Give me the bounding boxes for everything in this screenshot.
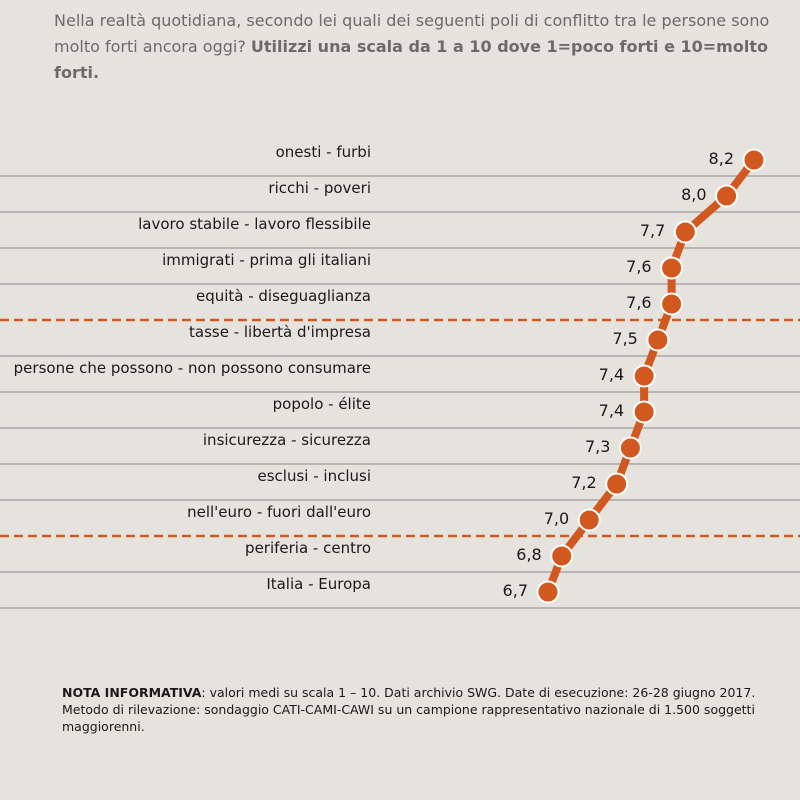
data-point bbox=[536, 580, 560, 604]
data-point bbox=[660, 292, 684, 316]
data-point bbox=[715, 184, 739, 208]
category-label: insicurezza - sicurezza bbox=[203, 431, 371, 449]
data-label: 6,8 bbox=[516, 545, 541, 564]
data-point bbox=[646, 328, 670, 352]
question-scale-note: Utilizzi una scala da 1 a 10 dove 1=poco… bbox=[54, 37, 768, 82]
data-point bbox=[605, 472, 629, 496]
data-point bbox=[632, 400, 656, 424]
category-label: popolo - élite bbox=[273, 395, 371, 413]
data-label: 7,6 bbox=[626, 257, 651, 276]
data-label: 7,7 bbox=[640, 221, 665, 240]
category-label: ricchi - poveri bbox=[268, 179, 371, 197]
category-label: Italia - Europa bbox=[266, 575, 371, 593]
chart-question: Nella realtà quotidiana, secondo lei qua… bbox=[54, 8, 794, 86]
data-point bbox=[673, 220, 697, 244]
category-label: equità - diseguaglianza bbox=[196, 287, 371, 305]
data-label: 7,0 bbox=[544, 509, 569, 528]
data-point bbox=[618, 436, 642, 460]
category-label: immigrati - prima gli italiani bbox=[162, 251, 371, 269]
data-label: 7,5 bbox=[612, 329, 637, 348]
data-label: 7,4 bbox=[599, 401, 624, 420]
data-point bbox=[660, 256, 684, 280]
category-label: lavoro stabile - lavoro flessibile bbox=[138, 215, 371, 233]
data-label: 8,0 bbox=[681, 185, 706, 204]
category-label: nell'euro - fuori dall'euro bbox=[187, 503, 371, 521]
data-label: 7,3 bbox=[585, 437, 610, 456]
category-label: onesti - furbi bbox=[276, 143, 371, 161]
category-label: tasse - libertà d'impresa bbox=[189, 323, 371, 341]
category-label: esclusi - inclusi bbox=[258, 467, 371, 485]
info-note: NOTA INFORMATIVA: valori medi su scala 1… bbox=[62, 684, 762, 735]
question-text: Nella realtà quotidiana, secondo lei qua… bbox=[54, 11, 770, 56]
data-point bbox=[550, 544, 574, 568]
info-note-text: : valori medi su scala 1 – 10. Dati arch… bbox=[62, 685, 756, 734]
data-point bbox=[742, 148, 766, 172]
data-point bbox=[577, 508, 601, 532]
category-label: persone che possono - non possono consum… bbox=[14, 359, 371, 377]
data-point bbox=[632, 364, 656, 388]
info-note-title: NOTA INFORMATIVA bbox=[62, 685, 202, 700]
category-label: periferia - centro bbox=[245, 539, 371, 557]
data-label: 6,7 bbox=[503, 581, 528, 600]
data-label: 8,2 bbox=[709, 149, 734, 168]
data-label: 7,4 bbox=[599, 365, 624, 384]
data-label: 7,6 bbox=[626, 293, 651, 312]
data-label: 7,2 bbox=[571, 473, 596, 492]
